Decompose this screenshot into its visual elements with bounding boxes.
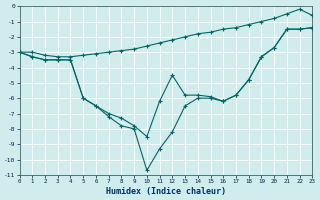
- X-axis label: Humidex (Indice chaleur): Humidex (Indice chaleur): [106, 187, 226, 196]
